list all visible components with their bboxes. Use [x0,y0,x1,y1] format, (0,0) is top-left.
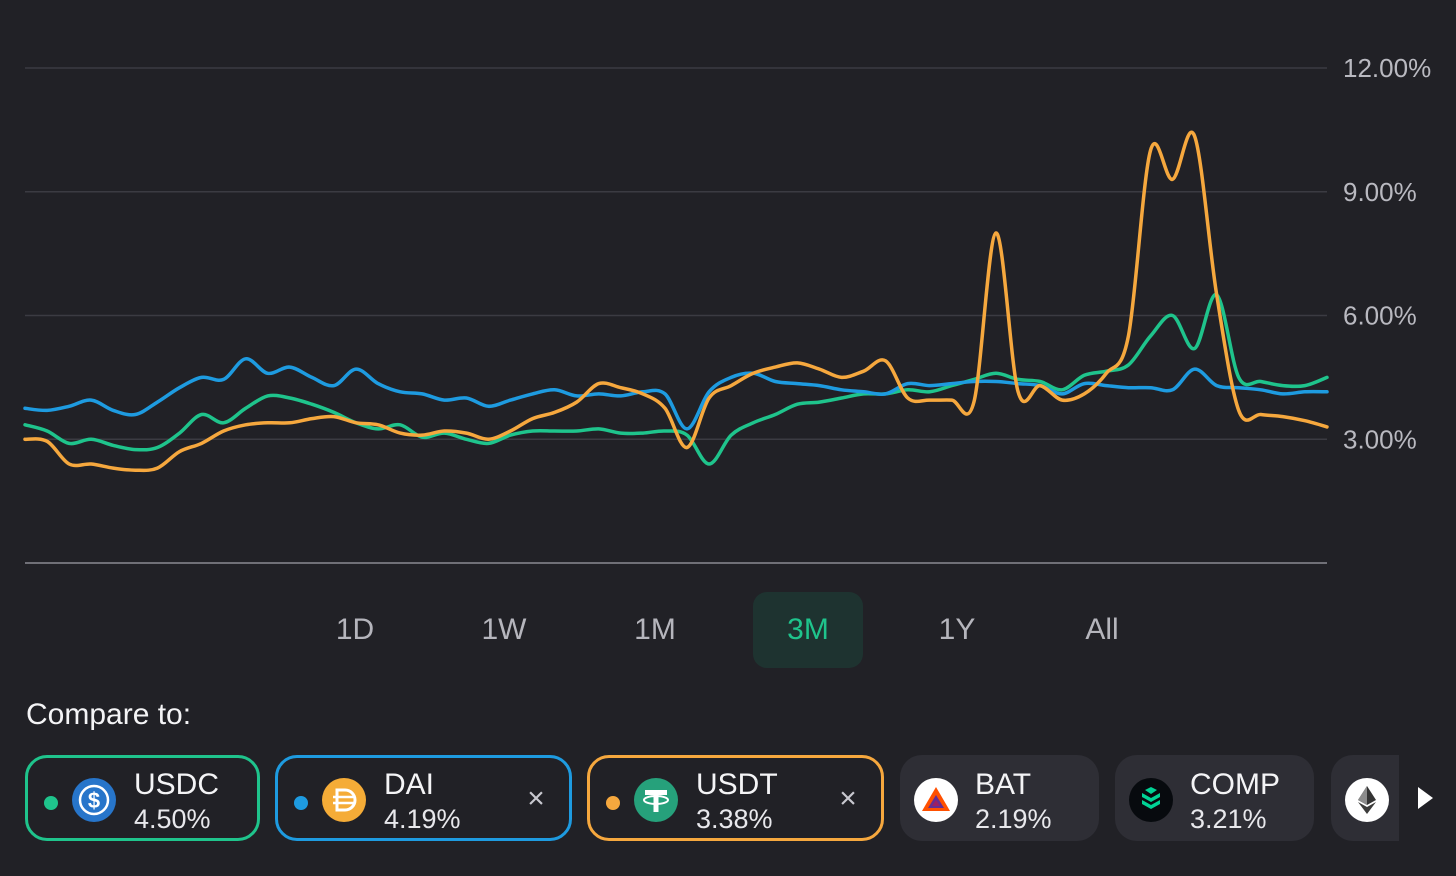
series-line-usdc [23,293,1329,466]
chip-rate: 4.19% [384,804,461,834]
series-dot [294,796,308,810]
compare-chip-eth[interactable] [1331,755,1399,841]
remove-usdt-button[interactable]: × [839,782,857,815]
bat-icon [914,778,958,822]
chip-rate: 2.19% [975,804,1052,834]
chip-symbol: USDT [696,768,778,801]
series-line-dai [23,357,1329,431]
range-1d-button[interactable]: 1D [335,613,375,646]
rate-chart: 12.00% 9.00% 6.00% 3.00% [23,53,1431,564]
series-dot [606,796,620,810]
chip-rate: 3.21% [1190,804,1267,834]
compare-chip-usdc[interactable]: $ USDC 4.50% [25,755,260,841]
compare-chip-bat[interactable]: BAT 2.19% [900,755,1099,841]
series-line-usdt [23,130,1329,473]
svg-text:$: $ [88,788,100,813]
chip-symbol: BAT [975,768,1032,801]
compare-title: Compare to: [26,698,192,731]
remove-dai-button[interactable]: × [527,782,545,815]
chip-symbol: COMP [1190,768,1280,801]
compare-chip-comp[interactable]: COMP 3.21% [1115,755,1314,841]
usdt-icon [634,778,678,822]
compare-chip-dai[interactable]: DAI 4.19% × [275,755,572,841]
compare-chip-usdt[interactable]: USDT 3.38% × [587,755,884,841]
time-range-selector: 1D 1W 1M 3M 1Y All [300,592,1200,672]
chip-symbol: DAI [384,768,435,801]
chip-symbol: USDC [134,768,220,801]
y-tick-label: 9.00% [1343,177,1417,207]
y-tick-label: 3.00% [1343,424,1417,454]
range-1y-button[interactable]: 1Y [938,613,976,646]
chevron-right-icon [1418,787,1433,809]
eth-icon [1345,778,1389,822]
range-all-button[interactable]: All [1085,613,1119,646]
range-3m-button[interactable]: 3M [753,592,863,668]
y-tick-label: 12.00% [1343,53,1431,83]
range-1w-button[interactable]: 1W [481,613,527,646]
series-dot [44,796,58,810]
y-tick-label: 6.00% [1343,301,1417,331]
range-1m-button[interactable]: 1M [634,613,676,646]
chip-rate: 4.50% [134,804,211,834]
dai-icon [322,778,366,822]
comp-icon [1129,778,1173,822]
chip-rate: 3.38% [696,804,773,834]
usdc-icon: $ [72,778,116,822]
scroll-right-button[interactable] [1400,755,1450,841]
